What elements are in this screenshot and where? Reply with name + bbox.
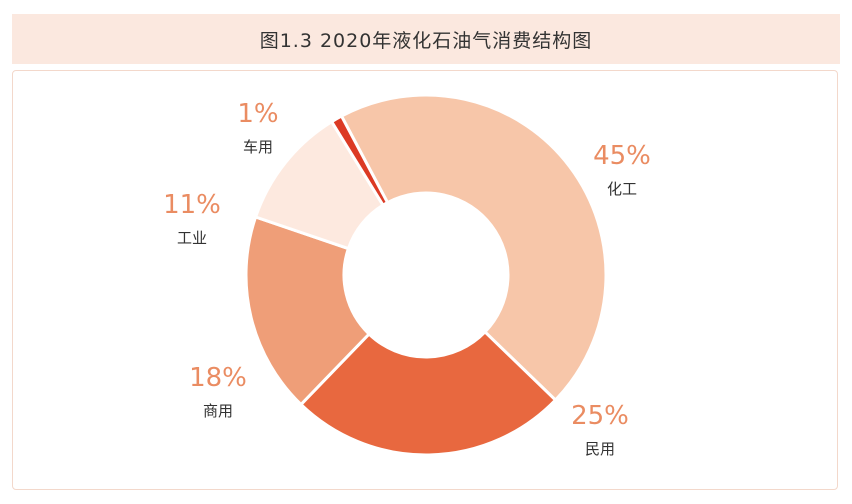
slice-category-label-0: 化工	[607, 180, 637, 198]
slice-category-label-4: 车用	[243, 138, 273, 156]
slice-value-label-4: 1%	[237, 99, 278, 129]
slice-value-label-0: 45%	[593, 141, 651, 171]
slice-category-label-1: 民用	[585, 440, 615, 458]
donut-slice-4	[329, 114, 390, 208]
slice-category-label-2: 商用	[203, 402, 233, 420]
chart-title-bar: 图1.3 2020年液化石油气消费结构图	[12, 14, 840, 64]
donut-slice-1	[298, 329, 558, 457]
slice-value-label-3: 11%	[163, 190, 221, 220]
slice-value-label-1: 25%	[571, 401, 629, 431]
slice-category-label-3: 工业	[177, 229, 207, 247]
slice-value-label-2: 18%	[189, 363, 247, 393]
donut-slice-0	[339, 93, 608, 403]
chart-title: 图1.3 2020年液化石油气消费结构图	[259, 29, 593, 52]
donut-slice-2	[244, 215, 372, 407]
